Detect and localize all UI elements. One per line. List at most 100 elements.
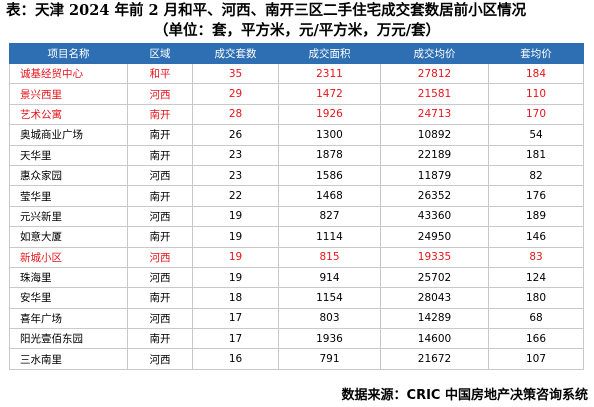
area-sold-cell: 803 bbox=[278, 307, 381, 330]
district-cell: 河西 bbox=[127, 164, 193, 187]
table-row: 惠众家园 河西 23 1586 11879 82 bbox=[9, 164, 584, 187]
header-avg-price: 成交均价 bbox=[380, 43, 489, 64]
avg-unit-price-cell: 189 bbox=[488, 205, 584, 228]
project-name-cell: 艺术公寓 bbox=[9, 103, 128, 126]
avg-price-cell: 43360 bbox=[380, 205, 489, 228]
avg-price-cell: 25702 bbox=[380, 266, 489, 289]
district-cell: 南开 bbox=[127, 103, 193, 126]
avg-unit-price-cell: 146 bbox=[488, 226, 584, 248]
avg-unit-price-cell: 166 bbox=[488, 328, 584, 350]
district-cell: 河西 bbox=[127, 307, 193, 330]
table-row: 天华里 南开 23 1878 22189 181 bbox=[9, 144, 584, 166]
document-title: 表：天津 2024 年前 2 月和平、河西、南开三区二手住宅成交套数居前小区情况 bbox=[6, 2, 527, 19]
table-row: 阳光壹佰东园 南开 17 1936 14600 166 bbox=[9, 328, 584, 350]
area-sold-cell: 815 bbox=[278, 246, 381, 268]
project-name-cell: 喜年广场 bbox=[9, 307, 128, 330]
header-project-name: 项目名称 bbox=[9, 43, 128, 64]
units-sold-cell: 18 bbox=[192, 287, 279, 309]
table-row: 奥城商业广场 南开 26 1300 10892 54 bbox=[9, 124, 584, 146]
area-sold-cell: 1926 bbox=[278, 103, 381, 126]
area-sold-cell: 1468 bbox=[278, 185, 381, 207]
area-sold-cell: 1300 bbox=[278, 124, 381, 146]
avg-price-cell: 24713 bbox=[380, 103, 489, 126]
units-sold-cell: 28 bbox=[192, 103, 279, 126]
area-sold-cell: 1878 bbox=[278, 144, 381, 166]
avg-unit-price-cell: 124 bbox=[488, 266, 584, 289]
project-name-cell: 景兴西里 bbox=[9, 83, 128, 105]
avg-unit-price-cell: 184 bbox=[488, 62, 584, 85]
district-cell: 南开 bbox=[127, 185, 193, 207]
header-district: 区域 bbox=[127, 43, 193, 64]
table-row: 三水南里 河西 16 791 21672 107 bbox=[9, 348, 584, 370]
area-sold-cell: 2311 bbox=[278, 62, 381, 85]
table-row: 喜年广场 河西 17 803 14289 68 bbox=[9, 307, 584, 330]
area-sold-cell: 1472 bbox=[278, 83, 381, 105]
header-units-sold: 成交套数 bbox=[192, 43, 279, 64]
table-row: 莹华里 南开 22 1468 26352 176 bbox=[9, 185, 584, 207]
units-sold-cell: 17 bbox=[192, 328, 279, 350]
avg-unit-price-cell: 68 bbox=[488, 307, 584, 330]
table-row: 安华里 南开 18 1154 28043 180 bbox=[9, 287, 584, 309]
project-name-cell: 莹华里 bbox=[9, 185, 128, 207]
district-cell: 南开 bbox=[127, 328, 193, 350]
avg-price-cell: 27812 bbox=[380, 62, 489, 85]
table-row: 诚基经贸中心 和平 35 2311 27812 184 bbox=[9, 62, 584, 85]
project-name-cell: 如意大厦 bbox=[9, 226, 128, 248]
avg-unit-price-cell: 107 bbox=[488, 348, 584, 370]
avg-price-cell: 11879 bbox=[380, 164, 489, 187]
project-name-cell: 安华里 bbox=[9, 287, 128, 309]
area-sold-cell: 791 bbox=[278, 348, 381, 370]
area-sold-cell: 1586 bbox=[278, 164, 381, 187]
units-sold-cell: 22 bbox=[192, 185, 279, 207]
table-row: 艺术公寓 南开 28 1926 24713 170 bbox=[9, 103, 584, 126]
avg-price-cell: 10892 bbox=[380, 124, 489, 146]
units-sold-cell: 19 bbox=[192, 246, 279, 268]
table-row: 元兴新里 河西 19 827 43360 189 bbox=[9, 205, 584, 228]
avg-unit-price-cell: 170 bbox=[488, 103, 584, 126]
avg-price-cell: 14600 bbox=[380, 328, 489, 350]
avg-unit-price-cell: 181 bbox=[488, 144, 584, 166]
avg-unit-price-cell: 176 bbox=[488, 185, 584, 207]
project-name-cell: 珠海里 bbox=[9, 266, 128, 289]
data-table: 项目名称 区域 成交套数 成交面积 成交均价 套均价 诚基经贸中心 和平 35 231… bbox=[9, 43, 584, 370]
table-row: 如意大厦 南开 19 1114 24950 146 bbox=[9, 226, 584, 248]
table-header-row: 项目名称 区域 成交套数 成交面积 成交均价 套均价 bbox=[9, 43, 584, 64]
data-source-note: 数据来源：CRIC 中国房地产决策咨询系统 bbox=[341, 388, 588, 403]
avg-price-cell: 24950 bbox=[380, 226, 489, 248]
district-cell: 河西 bbox=[127, 246, 193, 268]
district-cell: 河西 bbox=[127, 83, 193, 105]
avg-price-cell: 14289 bbox=[380, 307, 489, 330]
avg-unit-price-cell: 110 bbox=[488, 83, 584, 105]
project-name-cell: 新城小区 bbox=[9, 246, 128, 268]
table-row: 珠海里 河西 19 914 25702 124 bbox=[9, 266, 584, 289]
district-cell: 南开 bbox=[127, 226, 193, 248]
project-name-cell: 奥城商业广场 bbox=[9, 124, 128, 146]
table-row: 景兴西里 河西 29 1472 21581 110 bbox=[9, 83, 584, 105]
units-sold-cell: 29 bbox=[192, 83, 279, 105]
project-name-cell: 元兴新里 bbox=[9, 205, 128, 228]
district-cell: 和平 bbox=[127, 62, 193, 85]
avg-price-cell: 26352 bbox=[380, 185, 489, 207]
table-row: 新城小区 河西 19 815 19335 83 bbox=[9, 246, 584, 268]
project-name-cell: 三水南里 bbox=[9, 348, 128, 370]
project-name-cell: 天华里 bbox=[9, 144, 128, 166]
area-sold-cell: 827 bbox=[278, 205, 381, 228]
project-name-cell: 惠众家园 bbox=[9, 164, 128, 187]
avg-unit-price-cell: 180 bbox=[488, 287, 584, 309]
area-sold-cell: 1154 bbox=[278, 287, 381, 309]
units-sold-cell: 23 bbox=[192, 144, 279, 166]
area-sold-cell: 1114 bbox=[278, 226, 381, 248]
avg-unit-price-cell: 83 bbox=[488, 246, 584, 268]
district-cell: 河西 bbox=[127, 266, 193, 289]
area-sold-cell: 914 bbox=[278, 266, 381, 289]
area-sold-cell: 1936 bbox=[278, 328, 381, 350]
avg-price-cell: 21672 bbox=[380, 348, 489, 370]
district-cell: 南开 bbox=[127, 287, 193, 309]
header-avg-unit-price: 套均价 bbox=[488, 43, 584, 64]
units-sold-cell: 23 bbox=[192, 164, 279, 187]
project-name-cell: 阳光壹佰东园 bbox=[9, 328, 128, 350]
units-sold-cell: 19 bbox=[192, 226, 279, 248]
district-cell: 南开 bbox=[127, 124, 193, 146]
units-sold-cell: 35 bbox=[192, 62, 279, 85]
units-sold-cell: 19 bbox=[192, 266, 279, 289]
